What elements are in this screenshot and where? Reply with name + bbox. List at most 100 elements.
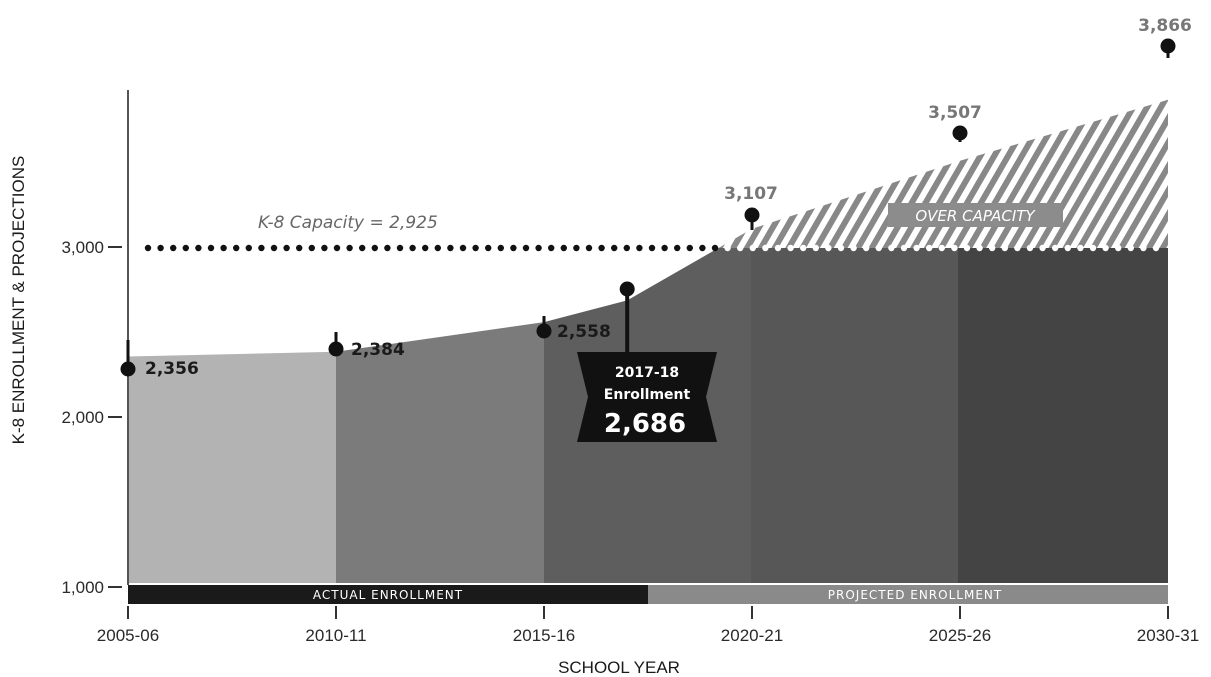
actual-enrollment-band [128, 585, 648, 604]
data-point-2025-26: 3,507 [928, 103, 982, 142]
capacity-dot [787, 244, 794, 252]
capacity-dot [220, 244, 227, 252]
capacity-dot [144, 244, 152, 252]
callout-box [577, 352, 717, 442]
capacity-dot [1089, 244, 1097, 252]
capacity-dot [321, 244, 328, 252]
data-point-2005-06: 2,356 [120, 340, 199, 379]
capacity-dot [951, 244, 958, 252]
capacity-dot [800, 244, 807, 252]
capacity-dot [711, 244, 719, 252]
capacity-dot [976, 244, 983, 252]
capacity-dot [762, 244, 769, 252]
actual-enrollment-label: ACTUAL ENROLLMENT [313, 588, 463, 602]
capacity-dot [963, 244, 971, 252]
marker-dot [952, 125, 968, 141]
capacity-dot [661, 244, 668, 252]
capacity-dot [674, 244, 681, 252]
area-segment-1 [128, 248, 337, 583]
enrollment-area [128, 248, 1168, 583]
capacity-dot [812, 244, 819, 252]
capacity-dot [333, 244, 341, 252]
value-label: 2,356 [145, 359, 199, 379]
marker-dot [1160, 38, 1176, 54]
capacity-dot [485, 244, 492, 252]
capacity-dot [510, 244, 517, 252]
x-tick-label: 2025-26 [929, 626, 991, 645]
capacity-dot [989, 244, 996, 252]
capacity-dot [359, 244, 366, 252]
enrollment-bands: ACTUAL ENROLLMENT PROJECTED ENROLLMENT [128, 585, 1168, 604]
capacity-dot [938, 244, 945, 252]
over-capacity-label-box [888, 203, 1063, 227]
y-tick-label: 1,000 [61, 578, 104, 597]
y-tick-label: 2,000 [61, 408, 104, 427]
capacity-dot [1039, 244, 1046, 252]
capacity-dot [1026, 244, 1034, 252]
projected-enrollment-band [648, 585, 1168, 604]
value-label: 3,107 [724, 184, 778, 204]
over-capacity-label: OVER CAPACITY [915, 207, 1036, 225]
data-point-2020-21: 3,107 [724, 184, 778, 230]
capacity-dot [396, 244, 404, 252]
capacity-dot [598, 244, 605, 252]
projected-enrollment-label: PROJECTED ENROLLMENT [828, 588, 1002, 602]
capacity-dot [195, 244, 202, 252]
value-label: 2,384 [351, 340, 405, 360]
value-label: 3,866 [1138, 16, 1192, 36]
area-segment-3 [544, 248, 752, 583]
capacity-dot [1064, 244, 1072, 252]
capacity-dot [182, 244, 189, 252]
enrollment-callout: 2017-18 Enrollment 2,686 [577, 281, 717, 442]
capacity-dot [724, 244, 731, 252]
capacity-dot [548, 244, 555, 252]
capacity-dot [1001, 244, 1008, 252]
capacity-dot [170, 244, 177, 252]
capacity-dot [837, 244, 845, 252]
capacity-dot [258, 244, 265, 252]
data-point-2030-31: 3,866 [1138, 16, 1192, 58]
x-tick-label: 2015-16 [513, 626, 575, 645]
y-tick-label: 3,000 [61, 238, 104, 257]
value-label: 3,507 [928, 103, 982, 123]
x-tick-label: 2005-06 [97, 626, 159, 645]
marker-dot [744, 207, 760, 223]
x-tick-label: 2010-11 [305, 626, 366, 645]
over-capacity-area: OVER CAPACITY [718, 99, 1168, 248]
capacity-dot [270, 244, 278, 252]
capacity-label: K-8 Capacity = 2,925 [258, 213, 438, 233]
capacity-dot [1102, 244, 1109, 252]
callout-caption: Enrollment [604, 387, 691, 403]
capacity-line-group: K-8 Capacity = 2,925 [144, 213, 1160, 252]
capacity-dot [1152, 244, 1160, 252]
capacity-dot [346, 244, 353, 252]
y-axis-title: K-8 ENROLLMENT & PROJECTIONS [9, 156, 28, 445]
capacity-dot [585, 244, 593, 252]
capacity-dot [686, 244, 693, 252]
capacity-dot [623, 244, 630, 252]
capacity-dot [434, 244, 441, 252]
capacity-dot [157, 244, 164, 252]
capacity-dot [749, 244, 756, 252]
x-tick-label: 2030-31 [1137, 626, 1199, 645]
axes: 1,000 2,000 3,000 2005-06 2010-11 2015-16 2020… [9, 90, 1199, 677]
capacity-dot [611, 244, 618, 252]
callout-dot [619, 281, 635, 297]
capacity-dot [296, 244, 303, 252]
capacity-dot [774, 244, 782, 252]
capacity-dot [371, 244, 378, 252]
capacity-dot [875, 244, 882, 252]
capacity-dot [636, 244, 643, 252]
capacity-dot [926, 244, 933, 252]
capacity-dot [1077, 244, 1084, 252]
capacity-dot [850, 244, 857, 252]
capacity-dot [825, 244, 832, 252]
callout-year: 2017-18 [615, 365, 679, 381]
capacity-dot [699, 244, 706, 252]
capacity-dot [863, 244, 870, 252]
area-segment-5 [958, 248, 1168, 583]
capacity-dot [1014, 244, 1021, 252]
capacity-dot [1052, 244, 1059, 252]
capacity-dot [283, 244, 290, 252]
